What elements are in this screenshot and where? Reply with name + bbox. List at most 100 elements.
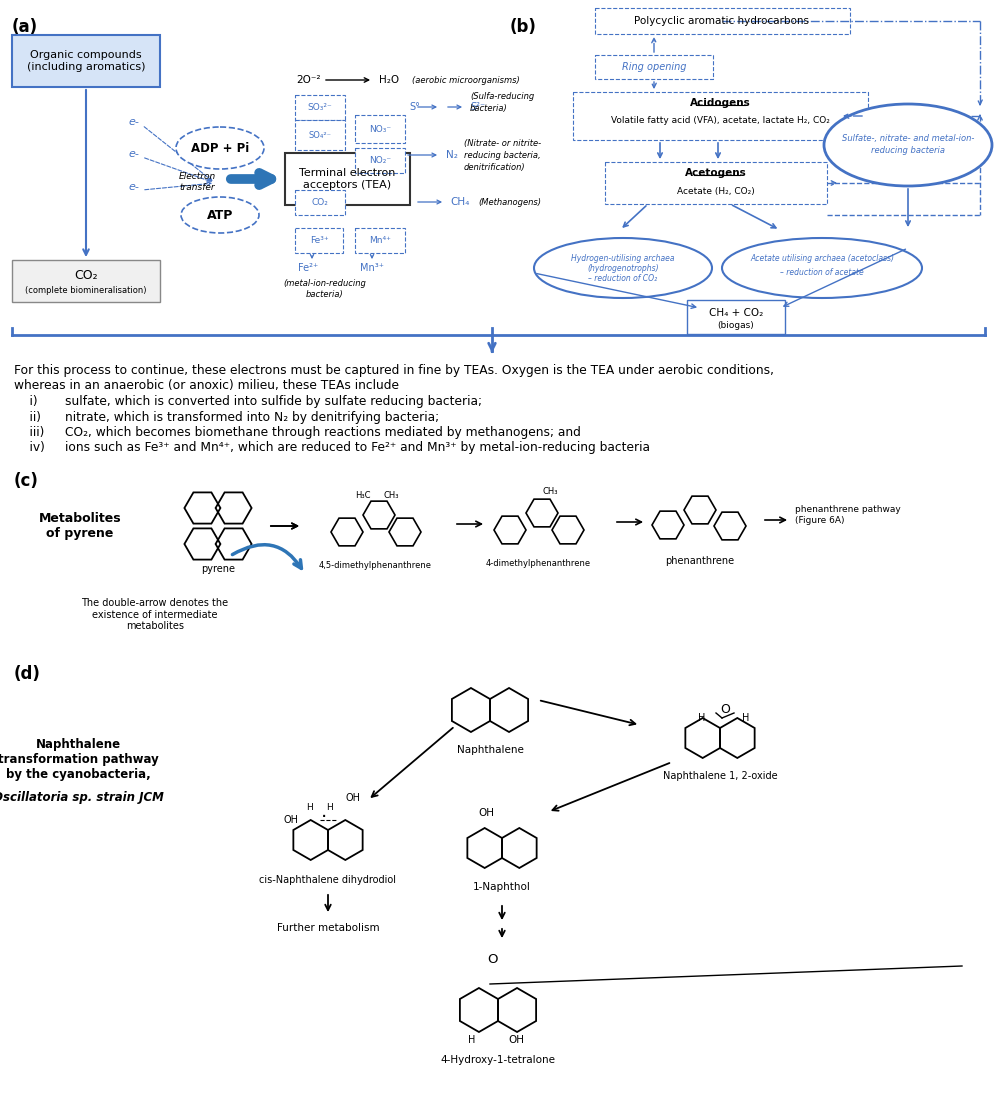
Text: bacteria): bacteria): [306, 289, 344, 298]
Ellipse shape: [823, 104, 991, 185]
Text: CH₃: CH₃: [383, 491, 398, 500]
Text: .: .: [321, 803, 327, 821]
Text: (hydrogenotrophs): (hydrogenotrophs): [587, 264, 658, 273]
Text: Organic compounds
(including aromatics): Organic compounds (including aromatics): [27, 50, 145, 72]
Text: OH: OH: [477, 808, 493, 818]
Text: Acetate utilising archaea (acetoclass): Acetate utilising archaea (acetoclass): [749, 254, 893, 263]
Text: Mn³⁺: Mn³⁺: [360, 263, 383, 273]
Text: H: H: [306, 804, 313, 813]
Bar: [285, 153, 409, 205]
Text: ions such as Fe³⁺ and Mn⁴⁺, which are reduced to Fe²⁺ and Mn³⁺ by metal-ion-redu: ions such as Fe³⁺ and Mn⁴⁺, which are re…: [65, 442, 649, 455]
Text: Volatile fatty acid (VFA), acetate, lactate H₂, CO₂: Volatile fatty acid (VFA), acetate, lact…: [610, 116, 828, 125]
Text: (b): (b): [510, 18, 537, 36]
Text: phenanthrene: phenanthrene: [665, 556, 734, 566]
Ellipse shape: [181, 197, 259, 233]
Bar: [355, 229, 404, 253]
Bar: [12, 261, 159, 302]
Text: Naphthalene 1, 2-oxide: Naphthalene 1, 2-oxide: [662, 771, 776, 781]
Text: Acetogens: Acetogens: [684, 168, 746, 178]
Text: Oscillatoria sp. strain JCM: Oscillatoria sp. strain JCM: [0, 792, 163, 805]
Text: H₂O: H₂O: [378, 75, 399, 85]
Text: reducing bacteria,: reducing bacteria,: [463, 150, 540, 159]
Text: CH₄ + CO₂: CH₄ + CO₂: [708, 308, 762, 318]
Text: NO₂⁻: NO₂⁻: [368, 156, 391, 164]
Text: (biogas): (biogas): [717, 320, 753, 329]
Bar: [605, 162, 826, 204]
Bar: [295, 95, 345, 120]
Text: H: H: [467, 1034, 475, 1045]
Text: H₃C: H₃C: [355, 491, 370, 500]
Text: (aerobic microorganisms): (aerobic microorganisms): [411, 75, 520, 85]
Text: (complete biomineralisation): (complete biomineralisation): [25, 286, 146, 295]
Text: 4,5-dimethylphenanthrene: 4,5-dimethylphenanthrene: [318, 561, 431, 570]
Text: Electron
transfer: Electron transfer: [179, 172, 216, 192]
Text: For this process to continue, these electrons must be captured in fine by TEAs. : For this process to continue, these elec…: [14, 364, 773, 376]
Text: whereas in an anaerobic (or anoxic) milieu, these TEAs include: whereas in an anaerobic (or anoxic) mili…: [14, 380, 398, 393]
Text: Fe³⁺: Fe³⁺: [309, 235, 328, 244]
Text: Terminal electron
acceptors (TEA): Terminal electron acceptors (TEA): [299, 168, 395, 190]
Bar: [595, 8, 850, 34]
Ellipse shape: [721, 238, 921, 298]
Text: Hydrogen-utilising archaea: Hydrogen-utilising archaea: [571, 254, 674, 263]
Text: CO₂: CO₂: [311, 198, 328, 206]
Text: Acidogens: Acidogens: [689, 98, 749, 108]
Bar: [12, 35, 159, 87]
Text: 4-dimethylphenanthrene: 4-dimethylphenanthrene: [485, 559, 590, 567]
Text: Further metabolism: Further metabolism: [277, 923, 379, 933]
Text: (metal-ion-reducing: (metal-ion-reducing: [283, 278, 366, 287]
Text: CH₄: CH₄: [449, 197, 469, 208]
Text: – reduction of CO₂: – reduction of CO₂: [588, 274, 657, 283]
Text: pyrene: pyrene: [201, 564, 235, 574]
Text: (Sulfa-reducing: (Sulfa-reducing: [469, 92, 534, 100]
Text: phenanthrene pathway
(Figure 6A): phenanthrene pathway (Figure 6A): [794, 506, 900, 524]
Text: (Nitrate- or nitrite-: (Nitrate- or nitrite-: [463, 138, 541, 148]
Text: ADP + Pi: ADP + Pi: [191, 141, 249, 155]
Text: 2O⁻²: 2O⁻²: [296, 75, 320, 85]
Text: cis-Naphthalene dihydrodiol: cis-Naphthalene dihydrodiol: [259, 875, 396, 885]
Text: Naphthalene
transformation pathway
by the cyanobacteria,: Naphthalene transformation pathway by th…: [0, 739, 158, 782]
Text: iii): iii): [14, 426, 44, 439]
Text: e-: e-: [127, 117, 138, 127]
Bar: [355, 115, 404, 144]
Bar: [573, 92, 868, 140]
Text: (a): (a): [12, 18, 38, 36]
Text: bacteria): bacteria): [469, 104, 508, 113]
Text: SO₃²⁻: SO₃²⁻: [307, 103, 332, 112]
Bar: [686, 300, 784, 335]
Text: CH₃: CH₃: [542, 488, 558, 497]
Bar: [595, 55, 712, 79]
Text: denitrification): denitrification): [463, 162, 526, 171]
Text: 4-Hydroxy-1-tetralone: 4-Hydroxy-1-tetralone: [440, 1055, 555, 1065]
Text: S°: S°: [408, 102, 419, 112]
Text: Polycyclic aromatic hydrocarbons: Polycyclic aromatic hydrocarbons: [634, 15, 808, 26]
Text: OH: OH: [284, 815, 299, 825]
Text: O: O: [719, 703, 729, 716]
Text: CO₂: CO₂: [74, 268, 97, 282]
Text: (Methanogens): (Methanogens): [477, 198, 541, 206]
Text: Acetate (H₂, CO₂): Acetate (H₂, CO₂): [676, 187, 754, 195]
Text: OH: OH: [346, 793, 361, 803]
Text: CO₂, which becomes biomethane through reactions mediated by methanogens; and: CO₂, which becomes biomethane through re…: [65, 426, 581, 439]
Text: ATP: ATP: [207, 209, 233, 222]
Text: Sulfate-, nitrate- and metal-ion-: Sulfate-, nitrate- and metal-ion-: [841, 134, 973, 142]
Text: O: O: [487, 954, 497, 966]
Bar: [295, 229, 343, 253]
Text: S²⁻: S²⁻: [469, 102, 484, 112]
Text: (c): (c): [14, 473, 39, 490]
Text: sulfate, which is converted into sulfide by sulfate reducing bacteria;: sulfate, which is converted into sulfide…: [65, 395, 481, 408]
Text: H: H: [741, 713, 749, 723]
Ellipse shape: [534, 238, 711, 298]
Text: iv): iv): [14, 442, 45, 455]
Text: Mn⁴⁺: Mn⁴⁺: [369, 235, 390, 244]
Text: 1-Naphthol: 1-Naphthol: [472, 882, 531, 892]
Text: – reduction of acetate: – reduction of acetate: [779, 267, 863, 276]
Text: (d): (d): [14, 665, 41, 683]
Text: The double-arrow denotes the
existence of intermediate
metabolites: The double-arrow denotes the existence o…: [81, 598, 229, 631]
Text: ii): ii): [14, 411, 41, 424]
Ellipse shape: [176, 127, 264, 169]
Text: N₂: N₂: [445, 150, 457, 160]
Text: e-: e-: [127, 149, 138, 159]
Text: reducing bacteria: reducing bacteria: [871, 146, 944, 155]
Text: nitrate, which is transformed into N₂ by denitrifying bacteria;: nitrate, which is transformed into N₂ by…: [65, 411, 438, 424]
Text: H: H: [326, 804, 333, 813]
